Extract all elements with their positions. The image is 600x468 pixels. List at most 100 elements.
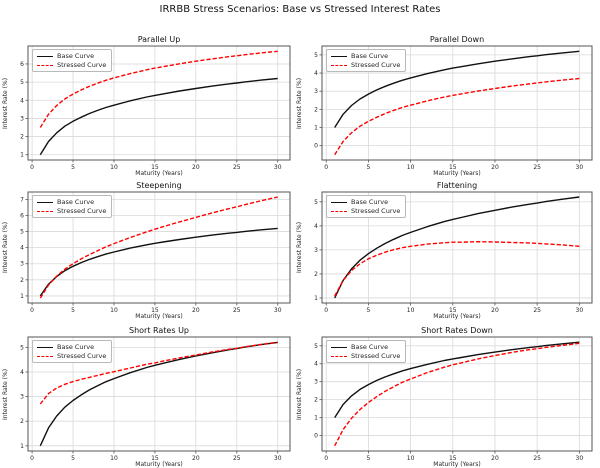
y-axis-label: Interest Rate (%) — [1, 192, 11, 303]
y-tick-label: 3 — [20, 394, 24, 401]
y-axis-label: Interest Rate (%) — [1, 46, 11, 160]
legend-label: Base Curve — [57, 343, 95, 351]
legend-entry: Stressed Curve — [331, 207, 400, 215]
x-tick-label: 25 — [533, 455, 541, 462]
x-tick-label: 10 — [407, 164, 415, 171]
y-axis-label: Interest Rate (%) — [1, 337, 11, 451]
subplot-short-rates-up: Short Rates Up Interest Rate (%) 0 5 10 15 2… — [3, 326, 291, 468]
x-axis-label: Maturity (Years) — [135, 313, 183, 320]
legend-entry: Stressed Curve — [331, 61, 400, 69]
x-tick-label: 5 — [71, 164, 75, 171]
y-tick-label: 2 — [20, 418, 24, 425]
y-tick-label: 4 — [20, 97, 24, 104]
series-stressed-curve — [39, 196, 278, 299]
x-tick-label: 30 — [576, 455, 584, 462]
x-tick-label: 15 — [151, 164, 159, 171]
solid-line-sample-icon — [37, 55, 53, 57]
y-axis-ticks: 1 2 3 4 5 6 — [20, 61, 28, 159]
x-tick-label: 10 — [407, 307, 415, 314]
y-tick-label: 3 — [20, 261, 24, 268]
subplot-flattening: Flattening Interest Rate (%) 0 5 10 15 20 25 3… — [297, 181, 593, 320]
y-axis-ticks: 1 2 3 4 5 — [20, 344, 28, 450]
x-tick-label: 25 — [533, 164, 541, 171]
series-base-curve — [39, 77, 278, 156]
legend: Base Curve Stressed Curve — [326, 49, 407, 72]
y-tick-label: 1 — [314, 295, 318, 302]
x-tick-label: 15 — [151, 307, 159, 314]
subplot-title: Steepening — [136, 181, 182, 190]
y-tick-label: 6 — [20, 212, 24, 219]
y-axis-label-text: Interest Rate (%) — [2, 77, 10, 129]
subplot-title: Flattening — [436, 181, 478, 190]
y-tick-label: 3 — [314, 247, 318, 254]
plot-area: 0 5 10 15 20 25 30 0 1 2 3 4 5 — [314, 336, 593, 462]
x-tick-label: 30 — [274, 307, 282, 314]
x-tick-label: 0 — [30, 455, 34, 462]
legend-entry: Base Curve — [37, 343, 106, 351]
legend-entry: Base Curve — [331, 52, 400, 60]
x-axis-ticks: 0 5 10 15 20 25 30 — [324, 451, 583, 462]
x-tick-label: 5 — [366, 307, 370, 314]
legend: Base Curve Stressed Curve — [32, 340, 113, 363]
y-tick-label: 0 — [314, 433, 318, 440]
dashed-line-sample-icon — [37, 210, 53, 212]
series-base-curve — [334, 50, 580, 128]
series-base-curve — [334, 341, 580, 418]
x-tick-label: 0 — [30, 307, 34, 314]
legend-entry: Base Curve — [37, 198, 106, 206]
axes-spines — [321, 45, 593, 161]
axes-spines — [27, 336, 291, 452]
y-tick-label: 5 — [314, 52, 318, 59]
x-tick-label: 20 — [192, 307, 200, 314]
gridlines — [28, 46, 290, 160]
legend: Base Curve Stressed Curve — [32, 195, 113, 218]
legend-label: Base Curve — [351, 198, 389, 206]
y-tick-label: 4 — [20, 369, 24, 376]
y-axis-ticks: 1 2 3 4 5 6 7 — [20, 196, 28, 300]
x-tick-label: 20 — [491, 455, 499, 462]
y-tick-label: 2 — [314, 397, 318, 404]
y-tick-label: 4 — [314, 361, 318, 368]
y-tick-label: 5 — [20, 79, 24, 86]
x-tick-label: 30 — [576, 164, 584, 171]
y-tick-label: 2 — [314, 106, 318, 113]
legend-label: Stressed Curve — [351, 352, 401, 360]
axes-spines — [321, 191, 593, 304]
y-tick-label: 1 — [314, 125, 318, 132]
x-tick-label: 0 — [324, 164, 328, 171]
x-tick-label: 10 — [110, 164, 118, 171]
series-stressed-curve — [39, 50, 278, 128]
plot-area: 0 5 10 15 20 25 30 0 1 2 3 4 5 — [314, 45, 593, 171]
y-axis-label-text: Interest Rate (%) — [2, 221, 10, 274]
axes-spines — [27, 191, 291, 304]
x-tick-label: 20 — [192, 164, 200, 171]
y-tick-label: 5 — [20, 229, 24, 236]
y-tick-label: 3 — [20, 115, 24, 122]
y-tick-label: 5 — [314, 199, 318, 206]
y-axis-ticks: 1 2 3 4 5 — [314, 199, 322, 302]
y-axis-label: Interest Rate (%) — [295, 337, 305, 451]
y-tick-label: 1 — [20, 293, 24, 300]
legend-label: Base Curve — [57, 52, 95, 60]
y-tick-label: 3 — [314, 379, 318, 386]
subplot-short-rates-down: Short Rates Down Interest Rate (%) 0 5 10 1… — [297, 326, 593, 468]
legend-label: Stressed Curve — [57, 352, 107, 360]
series-base-curve — [39, 341, 278, 447]
legend-entry: Base Curve — [331, 343, 400, 351]
subplot-title: Short Rates Down — [421, 326, 493, 335]
y-tick-label: 5 — [20, 344, 24, 351]
y-tick-label: 4 — [20, 245, 24, 252]
y-axis-label: Interest Rate (%) — [295, 192, 305, 303]
legend-label: Stressed Curve — [351, 207, 401, 215]
x-tick-label: 15 — [151, 455, 159, 462]
x-tick-label: 5 — [71, 307, 75, 314]
dashed-line-sample-icon — [331, 355, 347, 357]
y-tick-label: 0 — [314, 143, 318, 150]
y-axis-label-text: Interest Rate (%) — [296, 221, 304, 274]
series-stressed-curve — [334, 77, 580, 156]
x-tick-label: 0 — [324, 455, 328, 462]
subplot-steepening: Steepening Interest Rate (%) 0 5 10 15 20 25 3… — [3, 181, 291, 320]
dashed-line-sample-icon — [37, 64, 53, 66]
subplot-title: Parallel Down — [429, 35, 485, 44]
y-axis-ticks: 0 1 2 3 4 5 — [314, 343, 322, 440]
